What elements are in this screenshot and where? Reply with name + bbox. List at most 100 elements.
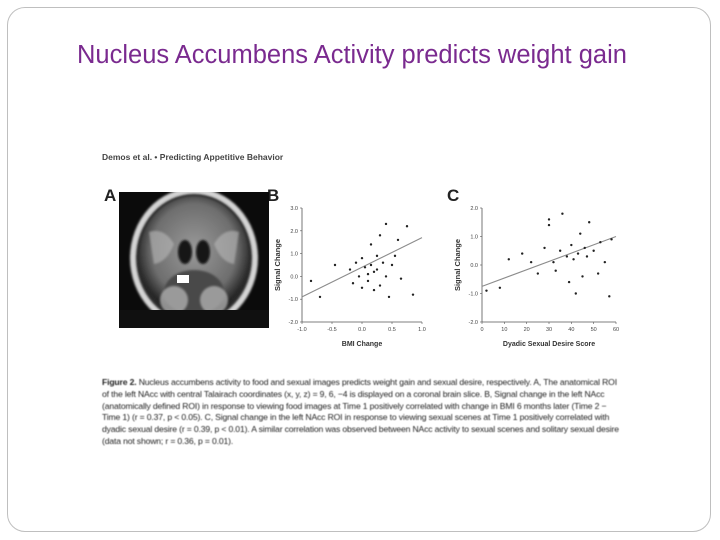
data-point xyxy=(596,272,600,275)
data-point xyxy=(333,263,337,267)
plot-c-group: 2.0 1.0 0.0 -1.0 -2.00 10 20 30 40 50 60 Dyadic Sex… xyxy=(453,206,619,348)
data-point xyxy=(360,256,364,260)
data-point xyxy=(399,277,403,280)
data-point xyxy=(570,243,573,247)
figure-caption-label: Figure 2. xyxy=(102,377,137,387)
scatter-plot-c: 2.0 1.0 0.0 -1.0 -2.0 0 10 20 30 40 50 60 Dyadic Sex… xyxy=(452,202,624,360)
data-point xyxy=(354,261,358,264)
data-point xyxy=(581,275,584,278)
data-point xyxy=(608,295,611,298)
data-point xyxy=(360,286,364,289)
plot-b-group: 3.02.01.00.0-1.0-2.0-1.0 -0.5 0.0 0.5 1.0BMI… xyxy=(273,206,426,348)
data-point xyxy=(375,268,379,271)
data-point xyxy=(351,282,355,285)
regression-line xyxy=(301,237,423,298)
data-point xyxy=(536,272,540,275)
x-axis-label: Dyadic Sexual Desire Score xyxy=(503,341,595,348)
panel-a-letter: A xyxy=(104,186,117,205)
data-point xyxy=(529,260,533,264)
x-tick-label: 50 xyxy=(591,327,597,333)
data-point xyxy=(375,254,379,258)
y-tick-label: 3.0 xyxy=(290,206,298,212)
data-point xyxy=(565,255,569,258)
data-point xyxy=(366,279,370,283)
data-point xyxy=(547,223,551,227)
panel-c-letter: C xyxy=(447,186,460,205)
data-point xyxy=(348,268,352,271)
data-point xyxy=(599,241,602,244)
data-point xyxy=(567,280,571,284)
data-point xyxy=(561,212,564,215)
data-point xyxy=(585,255,589,258)
y-tick-label: 2.0 xyxy=(470,206,478,212)
data-point xyxy=(366,272,370,276)
data-point xyxy=(558,249,562,252)
journal-figure: Demos et al. • Predicting Appetitive Beh… xyxy=(100,148,624,478)
x-tick-label: 10 xyxy=(501,327,507,333)
y-tick-label: -1.0 xyxy=(469,292,478,298)
data-point xyxy=(384,275,388,278)
y-tick-label: -2.0 xyxy=(469,320,478,326)
y-tick-label: 0.0 xyxy=(290,274,298,280)
data-point xyxy=(405,225,409,228)
data-point xyxy=(576,252,580,255)
slide-title: Nucleus Accumbens Activity predicts weig… xyxy=(77,41,627,69)
data-point xyxy=(384,222,388,226)
mri-coronal-slice xyxy=(119,192,269,328)
data-point xyxy=(574,292,577,295)
data-point xyxy=(393,254,397,258)
data-point xyxy=(411,293,415,296)
brain-slice-image xyxy=(119,192,269,328)
x-tick-label: 0.0 xyxy=(358,327,366,333)
regression-line xyxy=(481,235,617,287)
y-tick-label: -1.0 xyxy=(289,297,298,303)
figure-caption: Figure 2. Nucleus accumbens activity to … xyxy=(102,377,622,448)
data-point xyxy=(592,249,595,252)
data-point xyxy=(387,295,391,299)
x-tick-label: 0 xyxy=(480,327,483,333)
nacc-roi-marker xyxy=(177,275,189,283)
data-point xyxy=(583,246,586,250)
x-tick-label: 30 xyxy=(546,327,552,333)
data-point xyxy=(521,252,524,255)
data-point xyxy=(588,221,591,224)
running-head: Demos et al. • Predicting Appetitive Beh… xyxy=(102,152,284,162)
data-point xyxy=(554,269,557,272)
x-tick-label: -1.0 xyxy=(297,327,306,333)
data-point xyxy=(507,258,510,261)
data-point xyxy=(378,234,382,237)
x-tick-label: 1.0 xyxy=(418,327,426,333)
data-point xyxy=(485,289,488,292)
data-point xyxy=(369,243,373,246)
x-axis-label: BMI Change xyxy=(342,341,383,348)
y-tick-label: 2.0 xyxy=(290,229,298,235)
data-point xyxy=(547,218,551,221)
data-point xyxy=(579,232,582,235)
y-tick-label: 1.0 xyxy=(290,252,298,258)
y-axis-label: Signal Change xyxy=(453,239,462,291)
data-point xyxy=(543,246,546,250)
x-tick-label: -0.5 xyxy=(327,327,336,333)
data-point xyxy=(309,279,313,283)
data-point xyxy=(372,288,376,292)
data-point xyxy=(378,284,382,287)
data-point xyxy=(396,238,400,242)
x-tick-label: 40 xyxy=(568,327,574,333)
data-point xyxy=(610,238,613,241)
data-point xyxy=(390,263,394,267)
y-axis-label: Signal Change xyxy=(273,239,282,291)
data-point xyxy=(372,270,376,274)
data-point xyxy=(552,260,555,264)
data-point xyxy=(603,260,607,264)
data-point xyxy=(381,261,385,264)
x-tick-label: 0.5 xyxy=(388,327,396,333)
data-point xyxy=(369,263,373,267)
data-point xyxy=(363,266,367,269)
y-tick-label: -2.0 xyxy=(289,320,298,326)
figure-caption-text: Nucleus accumbens activity to food and s… xyxy=(102,377,619,446)
y-tick-label: 0.0 xyxy=(470,263,478,269)
data-point xyxy=(318,295,322,299)
data-point xyxy=(498,286,502,289)
panel-b-letter: B xyxy=(267,186,280,205)
y-tick-label: 1.0 xyxy=(470,235,478,241)
